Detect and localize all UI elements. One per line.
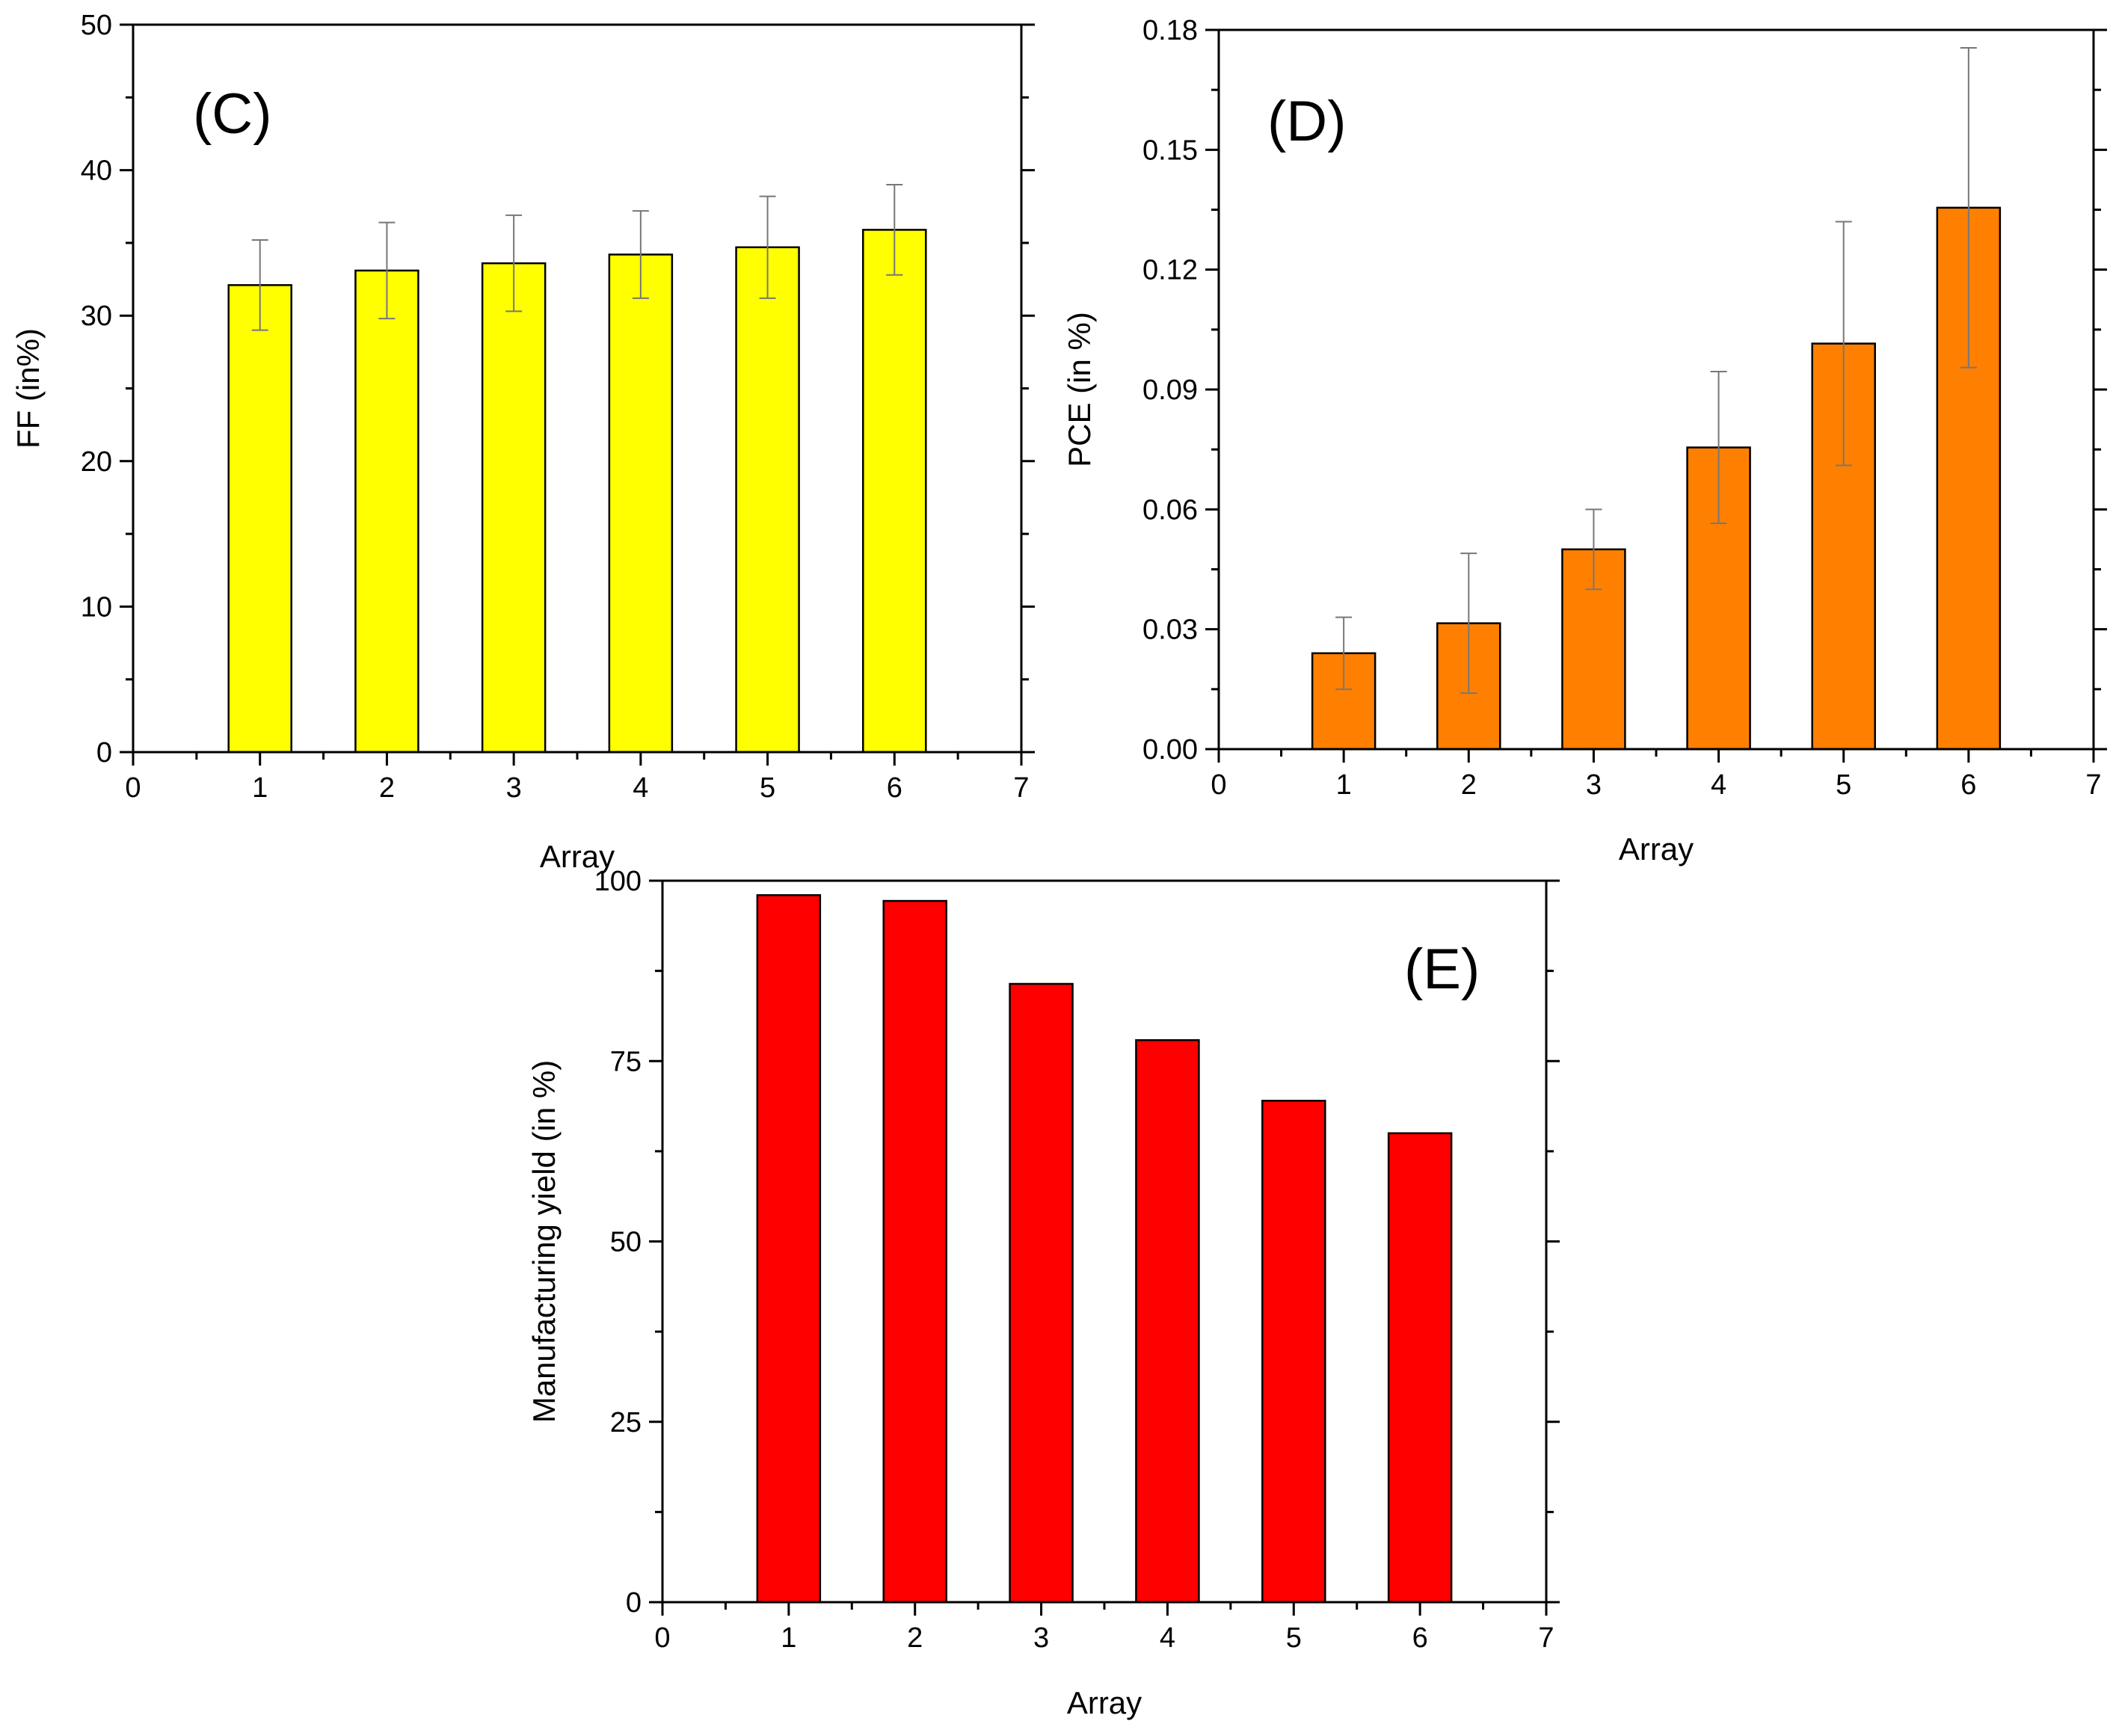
bar-c-1 <box>227 284 292 754</box>
x-tick-label-c-4: 4 <box>633 772 648 804</box>
y-tick-label-c-30: 30 <box>81 301 112 332</box>
bar-c-2 <box>354 269 419 754</box>
bar-e-3 <box>1009 982 1074 1604</box>
ticks-e: 0 1 2 3 4 5 6 7 0 25 50 75 100 <box>594 866 1560 1654</box>
error-bars-d <box>1335 47 1977 695</box>
y-tick-label-d-0.18: 0.18 <box>1142 15 1198 46</box>
y-axis-title-c: FF (in%) <box>10 328 46 449</box>
x-tick-label-d-7: 7 <box>2085 769 2101 801</box>
x-tick-label-d-4: 4 <box>1711 769 1726 801</box>
y-tick-label-d-0.15: 0.15 <box>1142 135 1198 166</box>
panel-label-e: (E) <box>1404 938 1480 1001</box>
x-tick-label-c-5: 5 <box>760 772 775 804</box>
error-bar-d-2 <box>1460 552 1477 695</box>
y-tick-label-c-0: 0 <box>96 737 112 769</box>
chart-panel-e: 0 1 2 3 4 5 6 7 0 25 50 75 100 (E) Array Manufacturi… <box>526 866 1560 1720</box>
x-tick-label-d-2: 2 <box>1461 769 1477 801</box>
bar-e-4 <box>1135 1039 1200 1604</box>
x-tick-label-c-2: 2 <box>379 772 395 804</box>
error-bar-c-2 <box>378 221 396 320</box>
bar-e-6 <box>1387 1132 1453 1604</box>
x-tick-label-d-6: 6 <box>1960 769 1976 801</box>
y-tick-label-e-0: 0 <box>626 1587 642 1619</box>
y-tick-label-d-0.12: 0.12 <box>1142 255 1198 286</box>
bars-c <box>227 229 927 754</box>
x-tick-label-e-2: 2 <box>907 1622 923 1654</box>
y-tick-label-d-0.06: 0.06 <box>1142 494 1198 526</box>
x-tick-label-c-0: 0 <box>125 772 141 804</box>
ticks-d: 0 1 2 3 4 5 6 7 0.00 0.03 0.06 0.09 0.12 0.15 0.18 <box>1142 15 2107 801</box>
x-axis-title-e: Array <box>1067 1685 1142 1720</box>
error-bar-c-4 <box>632 210 649 299</box>
error-bar-c-3 <box>505 214 523 313</box>
y-tick-label-d-0.09: 0.09 <box>1142 375 1198 406</box>
y-tick-label-c-10: 10 <box>81 591 112 623</box>
error-bar-c-5 <box>759 195 776 299</box>
bar-c-4 <box>608 253 674 754</box>
bar-c-5 <box>735 246 800 754</box>
x-tick-label-e-3: 3 <box>1033 1622 1049 1654</box>
y-tick-label-e-50: 50 <box>610 1227 642 1258</box>
panel-label-d: (D) <box>1267 90 1347 153</box>
error-bar-d-1 <box>1335 616 1353 690</box>
y-tick-label-c-40: 40 <box>81 156 112 187</box>
x-tick-label-d-3: 3 <box>1586 769 1602 801</box>
bars-e <box>756 894 1453 1604</box>
error-bar-d-4 <box>1710 370 1727 525</box>
y-tick-label-c-20: 20 <box>81 446 112 478</box>
bar-e-2 <box>882 899 947 1604</box>
error-bar-d-3 <box>1585 508 1602 591</box>
x-tick-label-e-0: 0 <box>654 1622 670 1654</box>
y-tick-label-e-75: 75 <box>610 1046 642 1077</box>
y-tick-label-d-0.00: 0.00 <box>1142 734 1198 766</box>
bar-e-1 <box>756 894 822 1604</box>
y-tick-label-e-25: 25 <box>610 1407 642 1438</box>
x-axis-title-d: Array <box>1619 831 1694 867</box>
ticks-c: 0 1 2 3 4 5 6 7 0 10 20 30 40 50 <box>81 10 1035 804</box>
x-tick-label-e-7: 7 <box>1538 1622 1554 1654</box>
x-axis-title-c: Array <box>540 839 615 874</box>
bars-d <box>1311 206 2002 751</box>
error-bar-d-6 <box>1960 47 1977 369</box>
x-tick-label-e-1: 1 <box>781 1622 796 1654</box>
x-tick-label-c-6: 6 <box>887 772 902 804</box>
chart-panel-c: 0 1 2 3 4 5 6 7 0 10 20 30 40 50 (C) Array FF (in%) <box>10 10 1035 874</box>
x-tick-label-e-6: 6 <box>1412 1622 1428 1654</box>
x-tick-label-d-1: 1 <box>1336 769 1352 801</box>
y-axis-title-e: Manufacturing yield (in %) <box>526 1060 562 1423</box>
x-tick-label-c-3: 3 <box>506 772 522 804</box>
x-tick-label-d-5: 5 <box>1836 769 1851 801</box>
x-tick-label-d-0: 0 <box>1211 769 1226 801</box>
error-bars-c <box>251 184 903 331</box>
y-tick-label-d-0.03: 0.03 <box>1142 615 1198 646</box>
y-axis-title-d: PCE (in %) <box>1062 312 1097 467</box>
bar-c-6 <box>862 229 927 754</box>
x-tick-label-e-5: 5 <box>1286 1622 1302 1654</box>
x-tick-label-c-1: 1 <box>252 772 268 804</box>
error-bar-c-1 <box>251 239 268 331</box>
panel-label-c: (C) <box>193 82 272 146</box>
chart-panel-d: 0 1 2 3 4 5 6 7 0.00 0.03 0.06 0.09 0.12 0.15 0.18 (D)… <box>1062 15 2107 867</box>
error-bar-c-6 <box>886 184 903 276</box>
bar-c-3 <box>481 262 547 754</box>
y-tick-label-c-50: 50 <box>81 10 112 41</box>
x-tick-label-c-7: 7 <box>1013 772 1029 804</box>
bar-e-5 <box>1261 1100 1326 1604</box>
y-tick-label-e-100: 100 <box>594 866 642 897</box>
x-tick-label-e-4: 4 <box>1160 1622 1175 1654</box>
error-bar-d-5 <box>1835 221 1852 467</box>
